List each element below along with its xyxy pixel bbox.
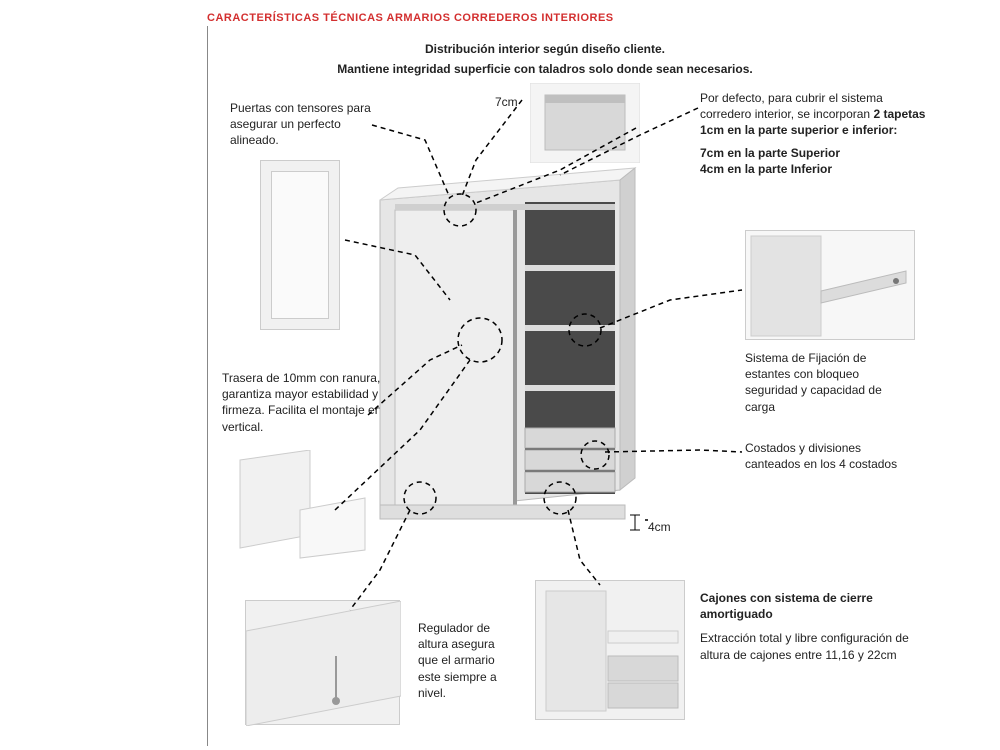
label-puertas: Puertas con tensores para asegurar un pe… (230, 100, 380, 149)
wardrobe-illustration (370, 160, 640, 530)
dim-bottom: 4cm (648, 520, 671, 534)
subtitle-2: Mantiene integridad superficie con talad… (330, 62, 760, 76)
tapetas-inf: 4cm en la parte Inferior (700, 162, 832, 176)
tapetas-intro: Por defecto, para cubrir el sistema corr… (700, 91, 883, 121)
title-rule (207, 26, 208, 746)
thumb-back (230, 450, 370, 560)
cajones-extra: Extracción total y libre configuración d… (700, 630, 920, 662)
label-fijacion: Sistema de Fijación de estantes con bloq… (745, 350, 915, 415)
page-title: CARACTERÍSTICAS TÉCNICAS ARMARIOS CORRED… (207, 12, 614, 24)
label-costados: Costados y divisiones canteados en los 4… (745, 440, 905, 472)
label-regulador: Regulador de altura asegura que el armar… (418, 620, 518, 701)
subtitle-1: Distribución interior según diseño clien… (330, 42, 760, 56)
thumb-leveler (245, 600, 400, 725)
thumb-drawer (535, 580, 685, 720)
label-tapetas: Por defecto, para cubrir el sistema corr… (700, 90, 930, 177)
tapetas-sup: 7cm en la parte Superior (700, 145, 840, 161)
label-cajones: Cajones con sistema de cierre amortiguad… (700, 590, 920, 663)
thumb-door (260, 160, 340, 330)
cajones-bold: Cajones con sistema de cierre amortiguad… (700, 591, 873, 621)
thumb-shelf (745, 230, 915, 340)
dim-top: 7cm (495, 95, 518, 109)
inset-top-rail (530, 83, 640, 163)
label-trasera: Trasera de 10mm con ranura, garantiza ma… (222, 370, 392, 435)
